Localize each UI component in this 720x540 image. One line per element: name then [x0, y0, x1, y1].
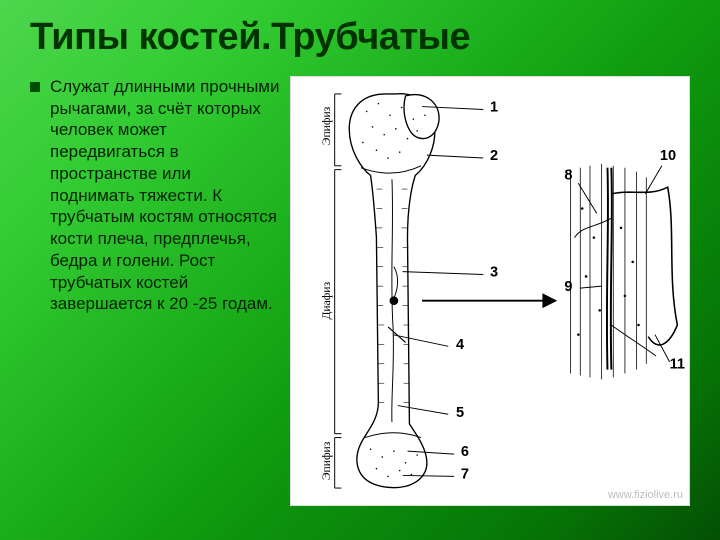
svg-text:Эпифиз: Эпифиз [320, 441, 333, 480]
content-row: Служат длинными прочными рычагами, за сч… [30, 76, 690, 506]
label-7: 7 [461, 466, 469, 482]
label-11: 11 [670, 357, 685, 373]
label-8: 8 [564, 167, 572, 183]
inset-label-leaders [578, 166, 669, 362]
slide: Типы костей.Трубчатые Служат длинными пр… [0, 0, 720, 540]
slide-title: Типы костей.Трубчатые [30, 18, 690, 58]
label-3: 3 [490, 264, 498, 280]
label-2: 2 [490, 148, 498, 164]
label-9: 9 [564, 279, 572, 295]
axis-labels: Эпифиз Диафиз Эпифиз [320, 94, 342, 488]
label-10: 10 [660, 148, 676, 164]
bullet-marker-icon [30, 82, 40, 92]
bone-diagram: Эпифиз Диафиз Эпифиз [290, 76, 690, 506]
svg-text:Диафиз: Диафиз [320, 281, 333, 319]
bullet-column: Служат длинными прочными рычагами, за сч… [30, 76, 290, 315]
label-1: 1 [490, 99, 498, 115]
bone-outline [349, 94, 439, 488]
bullet-item: Служат длинными прочными рычагами, за сч… [30, 76, 280, 315]
label-4: 4 [456, 337, 465, 353]
bone-diagram-svg: Эпифиз Диафиз Эпифиз [291, 77, 689, 505]
magnify-arrow [422, 295, 555, 307]
bullet-text: Служат длинными прочными рычагами, за сч… [50, 76, 280, 315]
label-5: 5 [456, 405, 464, 421]
watermark: www.fiziolive.ru [608, 489, 683, 501]
label-6: 6 [461, 444, 469, 460]
svg-text:Эпифиз: Эпифиз [320, 106, 333, 145]
